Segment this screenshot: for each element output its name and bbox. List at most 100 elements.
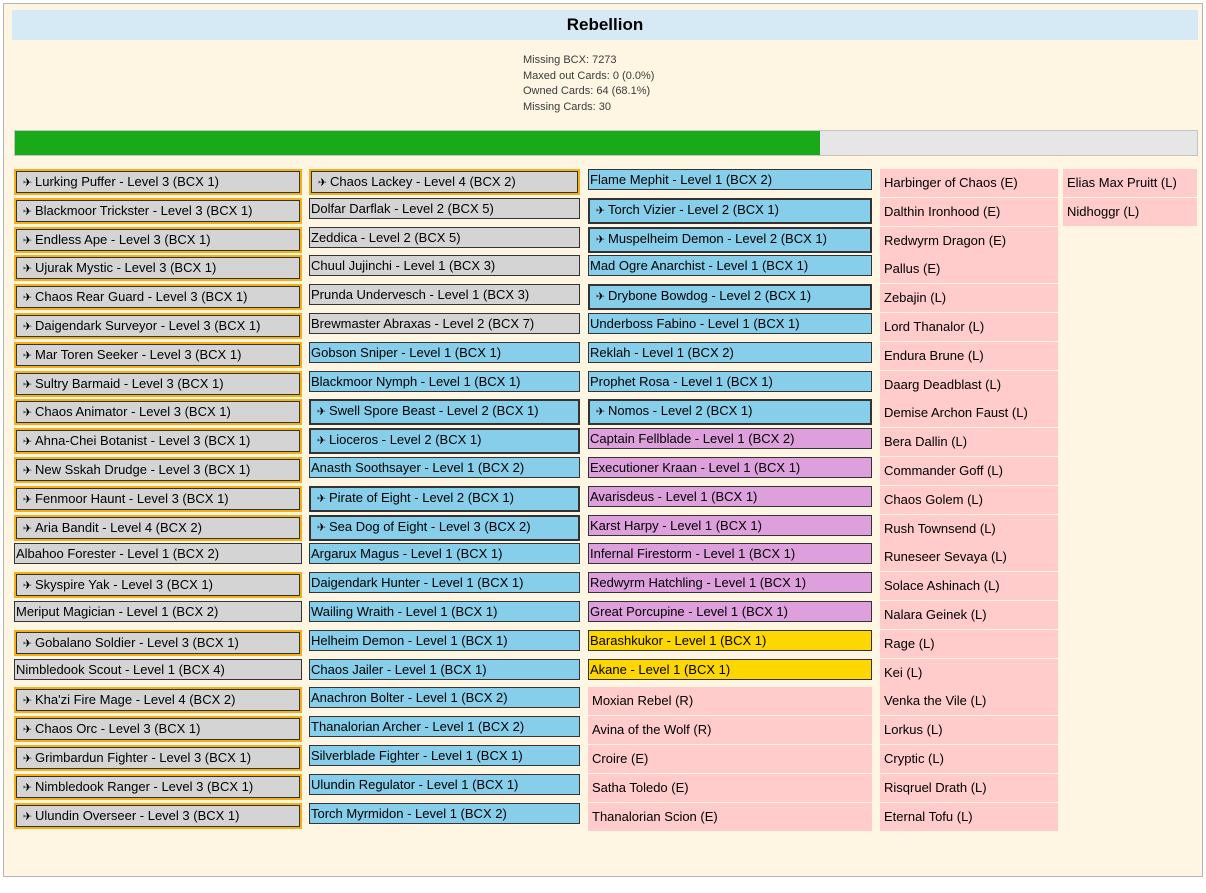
card-item[interactable]: Harbinger of Chaos (E) [880,169,1058,197]
card-item[interactable]: ✈ Sultry Barmaid - Level 3 (BCX 1) [14,370,302,397]
card-item[interactable]: Prophet Rosa - Level 1 (BCX 1) [588,370,872,392]
card-item[interactable]: Prunda Undervesch - Level 1 (BCX 3) [309,284,580,306]
card-item[interactable]: Anachron Bolter - Level 1 (BCX 2) [309,687,580,709]
card-item[interactable]: Barashkukor - Level 1 (BCX 1) [588,629,872,651]
card-item[interactable]: Albahoo Forester - Level 1 (BCX 2) [14,543,302,565]
card-item[interactable]: Pallus (E) [880,255,1058,284]
card-item[interactable]: Avarisdeus - Level 1 (BCX 1) [588,485,872,507]
card-item[interactable]: Zeddica - Level 2 (BCX 5) [309,226,580,248]
card-item[interactable]: Torch Myrmidon - Level 1 (BCX 2) [309,802,580,824]
card-item[interactable]: Croire (E) [588,745,872,773]
card-item[interactable]: ✈ Sea Dog of Eight - Level 3 (BCX 2) [309,514,580,541]
card-item[interactable]: Thanalorian Scion (E) [588,802,872,831]
card-item[interactable]: Executioner Kraan - Level 1 (BCX 1) [588,457,872,478]
card-item[interactable]: Chaos Jailer - Level 1 (BCX 1) [309,658,580,680]
card-item[interactable]: Solace Ashinach (L) [880,572,1058,601]
card-item[interactable]: Dolfar Darflak - Level 2 (BCX 5) [309,197,580,219]
card-item[interactable]: ✈ Lurking Puffer - Level 3 (BCX 1) [14,169,302,195]
card-item[interactable]: ✈ Gobalano Soldier - Level 3 (BCX 1) [14,629,302,656]
card-item[interactable]: ✈ Drybone Bowdog - Level 2 (BCX 1) [588,284,872,311]
card-item[interactable]: ✈ Ulundin Overseer - Level 3 (BCX 1) [14,802,302,829]
card-item[interactable]: Daigendark Hunter - Level 1 (BCX 1) [309,572,580,594]
card-item[interactable]: ✈ Nomos - Level 2 (BCX 1) [588,399,872,426]
card-item[interactable]: ✈ Chaos Lackey - Level 4 (BCX 2) [309,169,580,195]
card-label: Solace Ashinach (L) [884,578,1000,594]
card-item[interactable]: ✈ Lioceros - Level 2 (BCX 1) [309,428,580,455]
gold-card-icon: ✈ [22,695,33,708]
card-item[interactable]: Lord Thanalor (L) [880,313,1058,341]
card-item[interactable]: Thanalorian Archer - Level 1 (BCX 2) [309,716,580,738]
card-item[interactable]: Karst Harpy - Level 1 (BCX 1) [588,514,872,536]
card-item[interactable]: ✈ Kha'zi Fire Mage - Level 4 (BCX 2) [14,687,302,714]
card-item[interactable]: ✈ Torch Vizier - Level 2 (BCX 1) [588,197,872,224]
card-item[interactable]: Nimbledook Scout - Level 1 (BCX 4) [14,658,302,680]
card-item[interactable]: ✈ Chaos Animator - Level 3 (BCX 1) [14,399,302,426]
card-item[interactable]: Infernal Firestorm - Level 1 (BCX 1) [588,543,872,565]
card-item[interactable]: Eternal Tofu (L) [880,802,1058,831]
card-item[interactable]: Helheim Demon - Level 1 (BCX 1) [309,629,580,651]
card-item[interactable]: Underboss Fabino - Level 1 (BCX 1) [588,313,872,334]
card-item[interactable]: Wailing Wraith - Level 1 (BCX 1) [309,601,580,622]
card-item[interactable]: Moxian Rebel (R) [588,687,872,716]
card-item[interactable]: Satha Toledo (E) [588,773,872,802]
card-item[interactable]: ✈ Fenmoor Haunt - Level 3 (BCX 1) [14,485,302,512]
card-item[interactable]: Chaos Golem (L) [880,485,1058,514]
card-item[interactable]: Gobson Sniper - Level 1 (BCX 1) [309,341,580,363]
card-item[interactable]: Blackmoor Nymph - Level 1 (BCX 1) [309,370,580,392]
card-item[interactable]: ✈ Aria Bandit - Level 4 (BCX 2) [14,514,302,541]
card-item[interactable]: Rush Townsend (L) [880,514,1058,543]
card-item[interactable]: ✈ Pirate of Eight - Level 2 (BCX 1) [309,485,580,512]
card-item[interactable]: Mad Ogre Anarchist - Level 1 (BCX 1) [588,255,872,277]
card-item[interactable]: Brewmaster Abraxas - Level 2 (BCX 7) [309,313,580,334]
card-item[interactable]: Avina of the Wolf (R) [588,716,872,745]
card-item[interactable]: Rage (L) [880,629,1058,658]
progress-bar [14,130,1198,156]
card-item[interactable]: ✈ Swell Spore Beast - Level 2 (BCX 1) [309,399,580,426]
card-item[interactable]: Reklah - Level 1 (BCX 2) [588,341,872,363]
card-item[interactable]: Anasth Soothsayer - Level 1 (BCX 2) [309,457,580,478]
card-item[interactable]: Risqruel Drath (L) [880,773,1058,802]
card-item[interactable]: ✈ Chaos Orc - Level 3 (BCX 1) [14,716,302,743]
card-item[interactable]: ✈ Nimbledook Ranger - Level 3 (BCX 1) [14,773,302,800]
card-item[interactable]: Cryptic (L) [880,745,1058,773]
card-item[interactable]: Redwyrm Hatchling - Level 1 (BCX 1) [588,572,872,594]
card-item[interactable]: Demise Archon Faust (L) [880,399,1058,428]
card-item[interactable]: Kei (L) [880,658,1058,687]
card-item[interactable]: Flame Mephit - Level 1 (BCX 2) [588,169,872,190]
card-item[interactable]: Endura Brune (L) [880,341,1058,370]
card-item[interactable]: ✈ Skyspire Yak - Level 3 (BCX 1) [14,572,302,599]
card-item[interactable]: Elias Max Pruitt (L) [1063,169,1197,197]
card-item[interactable]: Dalthin Ironhood (E) [880,197,1058,226]
card-item[interactable]: ✈ Muspelheim Demon - Level 2 (BCX 1) [588,226,872,253]
card-item[interactable]: Chuul Jujinchi - Level 1 (BCX 3) [309,255,580,277]
card-item[interactable]: Runeseer Sevaya (L) [880,543,1058,572]
card-label: Eternal Tofu (L) [884,808,973,824]
card-item[interactable]: ✈ Ahna-Chei Botanist - Level 3 (BCX 1) [14,428,302,455]
card-item[interactable]: ✈ Grimbardun Fighter - Level 3 (BCX 1) [14,745,302,771]
card-item[interactable]: ✈ New Sskah Drudge - Level 3 (BCX 1) [14,457,302,483]
card-label: Akane - Level 1 (BCX 1) [590,661,731,677]
card-label: Ahna-Chei Botanist - Level 3 (BCX 1) [35,433,251,449]
card-item[interactable]: Bera Dallin (L) [880,428,1058,457]
card-item[interactable]: Akane - Level 1 (BCX 1) [588,658,872,680]
card-item[interactable]: Silverblade Fighter - Level 1 (BCX 1) [309,745,580,766]
card-item[interactable]: Venka the Vile (L) [880,687,1058,716]
card-item[interactable]: ✈ Ujurak Mystic - Level 3 (BCX 1) [14,255,302,282]
card-item[interactable]: Meriput Magician - Level 1 (BCX 2) [14,601,302,622]
card-item[interactable]: Commander Goff (L) [880,457,1058,485]
card-item[interactable]: ✈ Daigendark Surveyor - Level 3 (BCX 1) [14,313,302,339]
card-item[interactable]: Daarg Deadblast (L) [880,370,1058,399]
card-item[interactable]: Lorkus (L) [880,716,1058,745]
card-item[interactable]: Great Porcupine - Level 1 (BCX 1) [588,601,872,622]
card-item[interactable]: Argarux Magus - Level 1 (BCX 1) [309,543,580,565]
card-item[interactable]: Nidhoggr (L) [1063,197,1197,226]
card-item[interactable]: Ulundin Regulator - Level 1 (BCX 1) [309,773,580,795]
card-item[interactable]: ✈ Endless Ape - Level 3 (BCX 1) [14,226,302,253]
card-item[interactable]: Zebajin (L) [880,284,1058,313]
card-item[interactable]: Redwyrm Dragon (E) [880,226,1058,255]
card-item[interactable]: ✈ Mar Toren Seeker - Level 3 (BCX 1) [14,341,302,368]
card-item[interactable]: ✈ Chaos Rear Guard - Level 3 (BCX 1) [14,284,302,311]
card-item[interactable]: Captain Fellblade - Level 1 (BCX 2) [588,428,872,450]
card-item[interactable]: Nalara Geinek (L) [880,601,1058,629]
card-item[interactable]: ✈ Blackmoor Trickster - Level 3 (BCX 1) [14,197,302,224]
